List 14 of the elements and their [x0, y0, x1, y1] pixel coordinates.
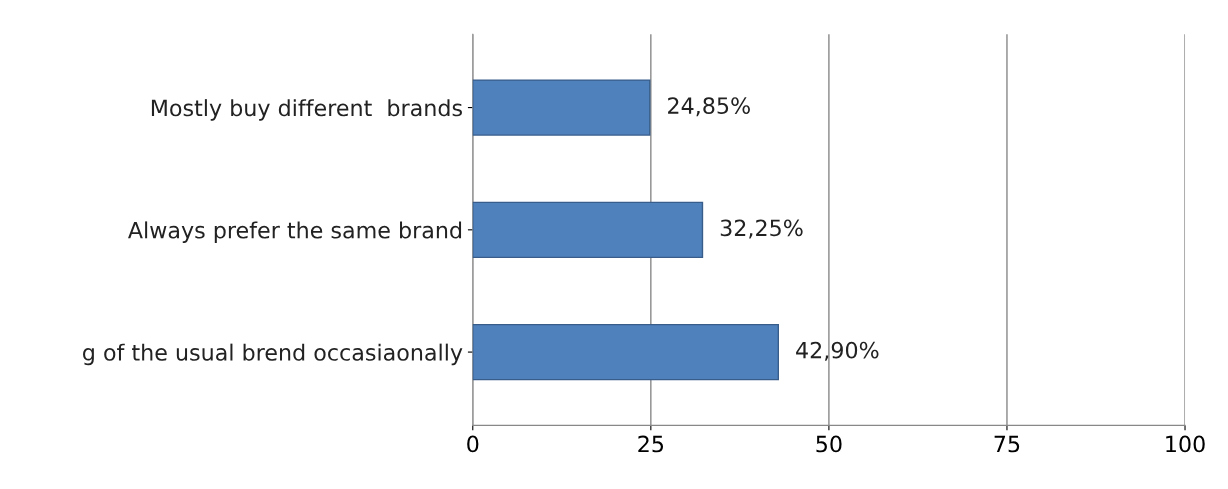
x-tick-label: 0	[467, 435, 479, 453]
data-label: 32,25%	[720, 219, 803, 239]
data-label: 42,90%	[796, 341, 879, 361]
bar	[472, 323, 780, 381]
x-tick-label: 50	[816, 435, 842, 453]
x-tick-label: 25	[638, 435, 664, 453]
y-tick-label: g of the usual brend occasiaonally	[83, 343, 463, 366]
bar	[472, 79, 651, 136]
data-label: 24,85%	[668, 97, 750, 117]
bar	[472, 201, 704, 259]
y-tick-label: Always prefer the same brand	[128, 221, 462, 243]
x-tick-label: 75	[994, 435, 1020, 453]
x-tick-label: 100	[1166, 435, 1205, 453]
y-tick-label: Mostly buy different brands	[151, 99, 462, 121]
